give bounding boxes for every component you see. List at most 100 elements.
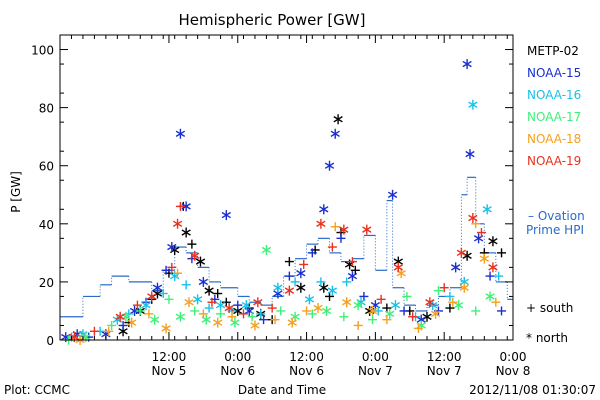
- noaa-17-south-point: [216, 309, 226, 319]
- legend-entry-noaa-17: NOAA-17: [527, 110, 581, 124]
- noaa-19-north-point: [172, 218, 183, 229]
- noaa-15-north-point: [167, 242, 177, 253]
- x-tick-time-label: 0:00: [500, 350, 527, 364]
- metp-02-north-point: [195, 256, 206, 267]
- noaa-18-north-point: [367, 305, 378, 316]
- noaa-16-north-point: [468, 99, 478, 110]
- noaa-18-north-point: [287, 317, 297, 328]
- noaa-18-north-point: [479, 253, 489, 264]
- noaa-17-south-point: [190, 306, 200, 316]
- metp-02-south-point: [213, 289, 223, 299]
- noaa-19-south-point: [89, 326, 99, 336]
- noaa-16-south-point: [158, 289, 168, 299]
- y-tick-label: 80: [39, 102, 54, 116]
- metp-02-south-point: [382, 303, 392, 313]
- noaa-18-north-point: [342, 297, 352, 308]
- noaa-15-south-point: [497, 306, 507, 316]
- x-tick-date-label: Nov 6: [220, 364, 255, 378]
- noaa-18-north-point: [313, 303, 323, 314]
- noaa-17-north-point: [149, 314, 160, 325]
- noaa-15-north-point: [319, 204, 329, 215]
- noaa-15-north-point: [330, 128, 340, 139]
- south-legend-label: + south: [526, 301, 573, 315]
- noaa-17-north-point: [485, 291, 495, 302]
- noaa-18-north-point: [127, 317, 137, 328]
- noaa-18-south-point: [144, 309, 154, 319]
- noaa-18-south-point: [104, 326, 114, 336]
- x-axis-label: Date and Time: [238, 383, 326, 397]
- noaa-18-south-point: [353, 320, 363, 330]
- noaa-16-north-point: [241, 300, 252, 311]
- noaa-17-north-point: [353, 300, 363, 311]
- noaa-15-north-point: [387, 189, 398, 200]
- noaa-15-north-point: [324, 160, 335, 171]
- noaa-15-north-point: [462, 59, 472, 70]
- chart-title: Hemispheric Power [GW]: [179, 11, 366, 29]
- noaa-17-south-point: [247, 312, 257, 322]
- ovation-legend-label-1: – Ovation: [528, 209, 585, 223]
- noaa-19-north-point: [425, 297, 435, 308]
- noaa-18-south-point: [413, 323, 423, 333]
- noaa-15-north-point: [175, 128, 186, 139]
- x-tick-time-label: 12:00: [152, 350, 187, 364]
- noaa-15-south-point: [259, 315, 269, 325]
- noaa-15-south-point: [485, 271, 495, 281]
- noaa-18-south-point: [227, 312, 237, 322]
- noaa-16-south-point: [445, 291, 455, 301]
- y-axis-label: P [GW]: [9, 171, 23, 213]
- noaa-19-south-point: [376, 294, 386, 304]
- noaa-16-south-point: [256, 309, 266, 319]
- noaa-15-south-point: [359, 291, 369, 301]
- noaa-19-south-point: [476, 228, 486, 238]
- ovation-legend-label-2: Prime HPI: [526, 223, 584, 237]
- noaa-17-south-point: [368, 315, 378, 325]
- metp-02-south-point: [325, 291, 335, 301]
- x-tick-date-label: Nov 7: [427, 364, 462, 378]
- noaa-15-south-point: [284, 271, 294, 281]
- noaa-17-south-point: [402, 291, 412, 301]
- noaa-18-north-point: [161, 323, 171, 334]
- noaa-15-north-point: [296, 268, 306, 279]
- noaa-16-north-point: [192, 294, 203, 305]
- x-tick-date-label: Nov 7: [358, 364, 393, 378]
- y-tick-label: 40: [39, 218, 54, 232]
- noaa-19-north-point: [468, 213, 478, 223]
- noaa-17-north-point: [453, 300, 464, 311]
- noaa-19-north-point: [224, 303, 234, 314]
- legend-entry-noaa-15: NOAA-15: [527, 66, 581, 80]
- metp-02-south-point: [497, 248, 507, 258]
- noaa-19-north-point: [284, 285, 295, 296]
- y-tick-label: 100: [31, 44, 54, 58]
- noaa-15-north-point: [221, 210, 231, 221]
- y-tick-label: 60: [39, 160, 54, 174]
- noaa-19-south-point: [327, 242, 337, 252]
- noaa-16-north-point: [304, 294, 315, 305]
- noaa-17-south-point: [164, 294, 174, 304]
- plot-credit: Plot: CCMC: [4, 383, 70, 397]
- noaa-18-south-point: [198, 309, 208, 319]
- legend-entry-noaa-18: NOAA-18: [527, 132, 581, 146]
- noaa-17-north-point: [175, 311, 186, 322]
- noaa-18-south-point: [471, 219, 481, 229]
- noaa-17-south-point: [276, 306, 286, 316]
- noaa-16-south-point: [494, 271, 504, 281]
- noaa-19-north-point: [115, 311, 125, 322]
- noaa-15-south-point: [161, 265, 171, 275]
- noaa-17-north-point: [261, 244, 272, 255]
- noaa-19-north-point: [393, 262, 403, 273]
- x-tick-date-label: Nov 6: [289, 364, 324, 378]
- noaa-18-north-point: [430, 308, 441, 319]
- legend-entry-noaa-16: NOAA-16: [527, 88, 581, 102]
- noaa-19-north-point: [456, 247, 467, 258]
- plot-timestamp: 2012/11/08 01:30:07: [469, 383, 596, 397]
- metp-02-south-point: [221, 297, 231, 307]
- noaa-15-south-point: [118, 320, 128, 330]
- noaa-19-south-point: [132, 300, 142, 310]
- noaa-18-north-point: [459, 282, 469, 293]
- north-legend-label: * north: [526, 331, 568, 345]
- noaa-16-north-point: [327, 285, 338, 296]
- noaa-15-south-point: [336, 233, 346, 243]
- noaa-15-north-point: [347, 271, 358, 282]
